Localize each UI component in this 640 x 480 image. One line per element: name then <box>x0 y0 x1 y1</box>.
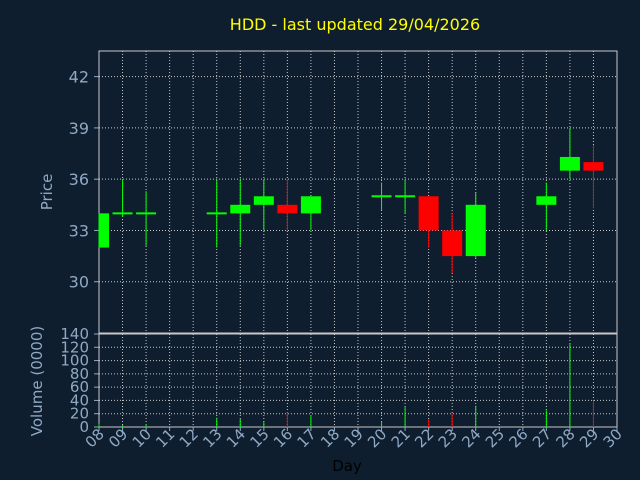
x-tick-label: 09 <box>105 425 131 451</box>
volume-axis-label: Volume (0000) <box>28 326 46 436</box>
price-axis-label: Price <box>38 174 56 211</box>
x-tick-label: 15 <box>246 425 272 451</box>
x-tick-label: 16 <box>270 425 296 451</box>
volume-tick-label: 20 <box>70 405 89 423</box>
volume-tick-label: 100 <box>60 352 89 370</box>
volume-tick-label: 80 <box>70 365 89 383</box>
x-tick-label: 27 <box>529 425 555 451</box>
price-tick-label: 42 <box>69 68 89 87</box>
volume-tick-label: 60 <box>70 378 89 396</box>
candle-body <box>559 156 580 171</box>
candle-body <box>99 213 109 248</box>
x-tick-label: 23 <box>435 425 461 451</box>
x-tick-label: 11 <box>152 425 178 451</box>
chart-title: HDD - last updated 29/04/2026 <box>230 15 480 34</box>
x-tick-label: 18 <box>317 425 343 451</box>
candle-body <box>136 212 157 215</box>
volume-tick-label: 0 <box>79 418 89 436</box>
candle-body <box>277 204 298 214</box>
candle-body <box>583 162 604 171</box>
x-axis-label: Day <box>332 457 362 475</box>
x-tick-label: 22 <box>411 425 437 451</box>
volume-tick-label: 40 <box>70 391 89 409</box>
x-tick-label: 17 <box>294 425 320 451</box>
price-tick-label: 39 <box>69 119 89 138</box>
x-tick-label: 25 <box>482 425 508 451</box>
candle-body <box>371 195 392 198</box>
price-tick-label: 33 <box>69 221 89 240</box>
price-tick-label: 30 <box>69 273 89 292</box>
candle-body <box>206 212 227 215</box>
candle-body <box>536 196 557 205</box>
candle-body <box>112 212 133 215</box>
x-tick-label: 12 <box>176 425 202 451</box>
price-panel: 30 33 36 39 42 <box>69 50 618 334</box>
x-tick-label: 13 <box>199 425 225 451</box>
x-tick-label: 10 <box>129 425 155 451</box>
x-tick-labels: 0809101112131415161718192021222324252627… <box>82 425 626 451</box>
x-tick-label: 24 <box>458 425 484 451</box>
candle-body <box>418 196 439 231</box>
candle-body <box>395 195 416 198</box>
x-tick-label: 14 <box>223 425 249 451</box>
x-tick-label: 19 <box>341 425 367 451</box>
volume-panel-frame <box>98 333 618 428</box>
candle-body <box>465 204 486 257</box>
candle-body <box>253 196 274 205</box>
volume-tick-label: 140 <box>60 325 89 343</box>
x-tick-label: 21 <box>388 425 414 451</box>
price-tick-label: 36 <box>69 170 89 189</box>
candle-body <box>442 230 463 257</box>
x-tick-label: 28 <box>553 425 579 451</box>
candle-body <box>230 204 251 214</box>
price-panel-frame <box>98 50 618 334</box>
x-tick-label: 20 <box>364 425 390 451</box>
candle-body <box>300 196 321 214</box>
x-tick-label: 30 <box>600 425 626 451</box>
volume-tick-label: 120 <box>60 338 89 356</box>
x-tick-label: 26 <box>505 425 531 451</box>
x-tick-label: 29 <box>576 425 602 451</box>
